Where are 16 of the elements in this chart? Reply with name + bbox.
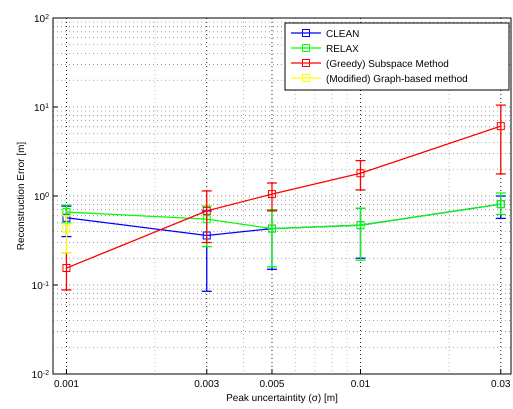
- y-tick-label: 10$^{2}$: [34, 14, 50, 25]
- x-tick-label: 0.01: [350, 379, 371, 390]
- y-tick-label: 10$^{-2}$: [32, 370, 50, 381]
- y-tick-label: 10$^{-1}$: [32, 280, 50, 292]
- y-axis-title: Reconstruction Error [m]: [16, 142, 27, 250]
- legend-label: (Greedy) Subspace Method: [326, 59, 449, 70]
- x-tick-label: 0.003: [194, 379, 220, 390]
- legend-label: (Modified) Graph-based method: [326, 74, 468, 85]
- x-axis-title: Peak uncertaintity (σ) [m]: [226, 393, 338, 404]
- y-tick-label: 10$^{0}$: [34, 192, 50, 203]
- legend-label: CLEAN: [326, 29, 360, 40]
- x-tick-label: 0.03: [491, 379, 511, 390]
- legend-label: RELAX: [326, 44, 360, 55]
- y-tick-label: 10$^{1}$: [34, 102, 50, 114]
- x-tick-label: 0.005: [259, 379, 285, 390]
- x-tick-label: 0.001: [54, 379, 80, 390]
